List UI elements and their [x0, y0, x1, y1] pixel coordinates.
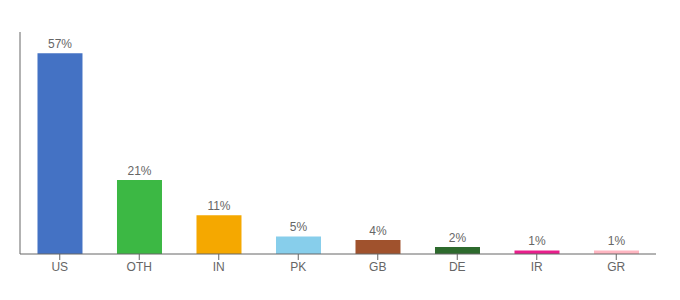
svg-text:US: US: [51, 260, 68, 274]
svg-text:GR: GR: [607, 260, 625, 274]
svg-text:21%: 21%: [127, 164, 151, 178]
svg-text:PK: PK: [290, 260, 306, 274]
svg-text:IN: IN: [213, 260, 225, 274]
svg-text:OTH: OTH: [127, 260, 152, 274]
svg-text:1%: 1%: [608, 234, 626, 248]
svg-text:2%: 2%: [449, 231, 467, 245]
svg-text:57%: 57%: [48, 37, 72, 51]
svg-text:4%: 4%: [369, 224, 387, 238]
svg-text:GB: GB: [369, 260, 386, 274]
svg-text:1%: 1%: [528, 234, 546, 248]
svg-text:11%: 11%: [207, 199, 230, 213]
svg-text:5%: 5%: [290, 220, 308, 234]
svg-text:IR: IR: [531, 260, 543, 274]
svg-text:DE: DE: [449, 260, 466, 274]
